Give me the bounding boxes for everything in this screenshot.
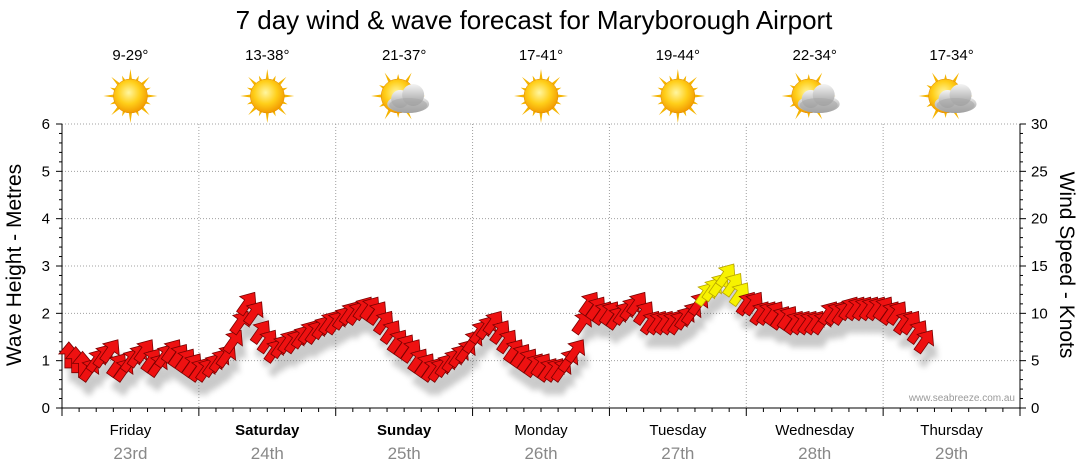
chart-title: 7 day wind & wave forecast for Maryborou… (236, 5, 834, 35)
sun-ray (128, 110, 133, 123)
sun-ray (371, 94, 384, 98)
day-label: Friday (110, 422, 152, 439)
left-tick-label: 6 (42, 116, 50, 133)
wind-arrow (99, 339, 120, 364)
sun-ray (918, 94, 931, 98)
cloud-shape (934, 84, 977, 113)
right-tick-label: 0 (1031, 400, 1039, 417)
wind-arrow (913, 329, 935, 355)
sun-ray (539, 69, 543, 82)
temp-range-label: 9-29° (112, 47, 148, 64)
x-labels: Friday 23rd Saturday 24th Sunday 25th Monday 26… (110, 422, 984, 463)
day-label: Saturday (235, 422, 300, 439)
wind-arrow (564, 339, 586, 364)
day-label: Tuesday (649, 422, 706, 439)
sun-ray (145, 94, 158, 98)
day-label: Monday (514, 422, 568, 439)
sun-ray (555, 94, 568, 98)
sun-ray (539, 110, 543, 123)
sun-ray (692, 94, 705, 98)
day-label: Wednesday (775, 422, 854, 439)
left-tick-label: 1 (42, 353, 50, 370)
temp-range-label: 13-38° (245, 47, 289, 64)
partly-cloudy-icon (781, 72, 840, 120)
wind-arrow-shadow (918, 344, 938, 368)
wind-arrow-shadow (226, 344, 247, 368)
partly-cloudy-icon (371, 72, 430, 120)
right-tick-label: 20 (1031, 211, 1048, 228)
sun-ray (103, 94, 116, 98)
cloud-shape (387, 84, 430, 113)
partly-cloudy-icon (918, 72, 977, 120)
sun-ray (265, 110, 270, 123)
sun-disc (250, 78, 285, 114)
temp-range-label: 17-41° (519, 47, 563, 64)
date-label: 27th (661, 444, 694, 463)
sun-ray (240, 94, 253, 98)
right-tick-label: 5 (1031, 353, 1039, 370)
sun-ray (282, 94, 295, 98)
right-tick-label: 30 (1031, 116, 1048, 133)
date-label: 29th (935, 444, 968, 463)
date-label: 26th (524, 444, 557, 463)
weather-row: 9-29° 13-38° 21-37° 17-41° 19-44° 22-34° 17-34… (103, 47, 977, 123)
sun-icon (650, 69, 705, 123)
sun-ray (128, 69, 133, 82)
left-tick-label: 4 (42, 211, 50, 228)
temp-range-label: 21-37° (382, 47, 426, 64)
date-label: 28th (798, 444, 831, 463)
credit-text: www.seabreeze.com.au (908, 393, 1015, 404)
right-tick-label: 10 (1031, 305, 1048, 322)
cloud-shape (797, 84, 840, 113)
left-tick-label: 3 (42, 258, 50, 275)
date-label: 25th (388, 444, 421, 463)
date-label: 24th (251, 444, 284, 463)
sun-ray (676, 110, 680, 123)
left-tick-label: 0 (42, 400, 50, 417)
sun-icon (514, 69, 568, 123)
sun-disc (660, 78, 696, 114)
sun-ray (265, 69, 270, 82)
sun-icon (103, 69, 158, 123)
sun-disc (523, 78, 559, 114)
left-tick-label: 2 (42, 305, 50, 322)
wind-arrow (222, 329, 243, 355)
sun-ray (676, 69, 680, 82)
wind-arrow (242, 301, 264, 327)
right-tick-label: 25 (1031, 163, 1048, 180)
wind-arrow (229, 310, 250, 336)
temp-range-label: 19-44° (656, 47, 700, 64)
day-label: Thursday (920, 422, 983, 439)
axes: 0 1 2 3 4 5 6 0 5 10 15 20 25 30 (42, 116, 1048, 417)
date-label: 23rd (113, 444, 147, 463)
sun-disc (113, 78, 148, 114)
left-axis-title: Wave Height - Metres (3, 164, 26, 366)
temp-range-label: 17-34° (929, 47, 973, 64)
sun-ray (514, 94, 527, 98)
right-axis-title: Wind Speed - Knots (1055, 172, 1078, 359)
wind-arrow-shadow (569, 353, 589, 378)
sun-icon (240, 69, 295, 123)
day-label: Sunday (377, 422, 432, 439)
temp-range-label: 22-34° (793, 47, 837, 64)
wind-arrows (57, 263, 935, 383)
right-tick-label: 15 (1031, 258, 1048, 275)
sun-ray (781, 94, 794, 98)
sun-ray (650, 94, 663, 98)
left-tick-label: 5 (42, 163, 50, 180)
